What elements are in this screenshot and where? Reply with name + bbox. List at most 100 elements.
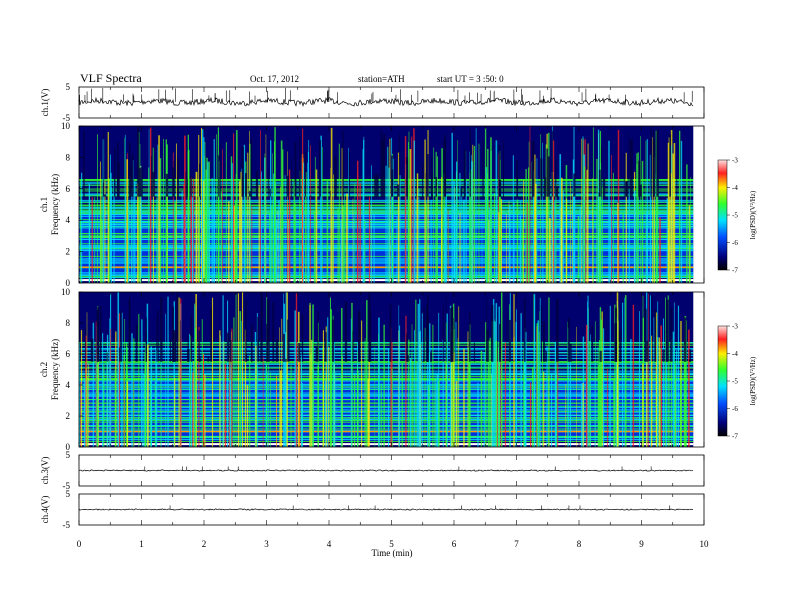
sferic-stripe (457, 337, 459, 447)
colorbar-gradient (717, 159, 728, 271)
sferic-stripe (434, 373, 436, 447)
sferic-stripe (592, 127, 594, 284)
y-tick-label: 6 (66, 349, 71, 359)
quiet-gap (96, 309, 99, 362)
sferic-stripe (488, 220, 490, 283)
colorbar-gradient (717, 325, 728, 437)
sferic-stripe (662, 318, 664, 447)
sferic-stripe (468, 347, 470, 447)
sferic-stripe (277, 211, 279, 283)
sferic-stripe (598, 178, 600, 283)
sferic-stripe (262, 356, 264, 447)
x-axis-label: Time (min) (372, 548, 413, 558)
sferic-stripe (585, 324, 588, 447)
x-axis: 0 1 2 3 4 5 6 7 8 9 10 (77, 539, 709, 549)
sferic-stripe (109, 154, 111, 283)
quiet-gap (187, 334, 189, 362)
sferic-stripe (416, 362, 418, 447)
sferic-stripe (542, 341, 543, 447)
sferic-stripe (167, 296, 169, 447)
sferic-stripe (309, 304, 311, 447)
sferic-stripe (587, 143, 589, 283)
sferic-stripe (332, 315, 334, 447)
colorbar-tick-label: -7 (732, 267, 738, 275)
quiet-gap (416, 172, 417, 197)
narrowband-line (79, 421, 694, 423)
sferic-stripe (193, 178, 195, 283)
sferic-stripe (309, 145, 311, 283)
sferic-stripe (667, 142, 669, 283)
sferic-stripe (315, 169, 318, 283)
sferic-stripe (346, 193, 348, 283)
sferic-stripe (392, 176, 394, 283)
quiet-gap (498, 179, 502, 197)
sferic-stripe (519, 216, 521, 283)
sferic-stripe (198, 134, 200, 283)
sferic-stripe (102, 333, 104, 447)
sferic-stripe (614, 304, 616, 447)
sferic-stripe (686, 164, 688, 283)
sferic-stripe (548, 297, 550, 447)
sferic-stripe (487, 340, 490, 447)
sferic-stripe (220, 191, 222, 283)
quiet-gap (255, 171, 258, 197)
sferic-stripe (284, 174, 286, 283)
sferic-stripe (294, 310, 297, 447)
sferic-stripe (86, 312, 88, 447)
quiet-gap (344, 301, 348, 362)
x-tick-label: 5 (389, 539, 394, 549)
sferic-stripe (611, 154, 612, 283)
sferic-stripe (123, 361, 125, 447)
sferic-stripe (295, 203, 297, 283)
quiet-gap (623, 153, 625, 197)
quiet-gap (294, 142, 297, 197)
colorbar-tick-label: -4 (732, 350, 738, 358)
panel-channel-label: ch.2 (39, 362, 49, 377)
y-tick-label: -5 (63, 520, 71, 530)
narrowband-line (79, 347, 694, 349)
quiet-gap (119, 347, 121, 362)
sferic-stripe (106, 334, 109, 447)
colorbar-tick-label: -3 (732, 157, 738, 165)
narrowband-line (79, 410, 694, 412)
quiet-gap (389, 304, 392, 362)
quiet-gap (368, 293, 371, 362)
sferic-stripe (192, 372, 194, 447)
sferic-stripe (80, 382, 81, 447)
quiet-gap (319, 139, 322, 197)
sferic-stripe (495, 140, 498, 283)
sferic-stripe (276, 375, 277, 447)
quiet-gap (513, 360, 515, 362)
narrowband-line (79, 344, 694, 346)
sferic-stripe (609, 207, 612, 283)
y-tick-label: 8 (66, 152, 71, 162)
quiet-gap (435, 176, 437, 197)
panel-y-label: ch.3(V) (40, 457, 50, 485)
sferic-stripe (489, 337, 491, 447)
sferic-stripe (191, 197, 194, 283)
sferic-stripe (297, 311, 300, 447)
sferic-stripe (624, 295, 627, 447)
sferic-stripe (597, 346, 599, 447)
sferic-stripe (157, 144, 159, 283)
sferic-stripe (438, 312, 440, 447)
quiet-gap (469, 312, 471, 362)
sferic-stripe (240, 171, 243, 283)
colorbar-tick-label: -7 (732, 433, 738, 441)
sferic-stripe (245, 161, 247, 283)
sferic-stripe (174, 378, 176, 447)
quiet-gap (157, 310, 159, 362)
narrowband-line (79, 388, 694, 390)
sferic-stripe (653, 317, 655, 447)
sferic-stripe (539, 297, 541, 447)
quiet-gap (650, 126, 652, 197)
sferic-stripe (633, 190, 636, 283)
sferic-stripe (648, 293, 649, 447)
sferic-stripe (233, 317, 235, 447)
sferic-stripe (424, 327, 426, 447)
sferic-stripe (542, 142, 544, 283)
sferic-stripe (330, 309, 332, 447)
quiet-gap (99, 305, 102, 362)
sferic-stripe (320, 186, 321, 283)
